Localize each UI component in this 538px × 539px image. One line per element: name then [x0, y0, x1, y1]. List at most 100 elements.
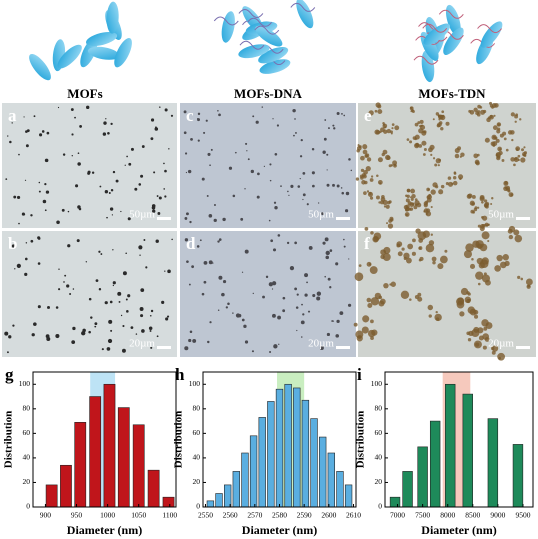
- particle: [343, 245, 346, 248]
- particle-cluster: [405, 194, 408, 197]
- particle-cluster: [366, 261, 372, 267]
- particle: [323, 137, 327, 141]
- particle: [210, 148, 213, 151]
- particle: [272, 248, 277, 252]
- particle-cluster: [421, 140, 427, 146]
- particle: [282, 309, 286, 313]
- mof-particle: [85, 32, 118, 46]
- particle-cluster: [355, 330, 364, 339]
- particle: [110, 188, 114, 192]
- particle: [11, 244, 16, 248]
- particle: [316, 291, 322, 296]
- particle: [278, 343, 280, 345]
- particle: [117, 291, 122, 296]
- bar: [215, 493, 223, 508]
- particle-cluster: [369, 196, 374, 200]
- particle-cluster: [452, 176, 457, 180]
- particle: [245, 142, 248, 145]
- particle: [287, 190, 289, 193]
- particle: [350, 169, 353, 172]
- scale-bar: [157, 217, 171, 220]
- particle-cluster: [417, 231, 427, 241]
- particle-cluster: [357, 144, 360, 147]
- particle: [203, 280, 207, 284]
- particle: [189, 330, 193, 334]
- bar: [224, 484, 232, 508]
- particle-cluster: [371, 329, 378, 336]
- bar: [162, 496, 175, 508]
- particle: [126, 155, 128, 158]
- particle-cluster: [409, 298, 412, 301]
- particle-cluster: [415, 228, 421, 234]
- particle: [257, 172, 260, 176]
- bar: [310, 418, 318, 508]
- particle-cluster: [403, 256, 407, 261]
- particle-cluster: [380, 127, 385, 133]
- particle-cluster: [370, 319, 374, 324]
- particle: [235, 313, 241, 318]
- particle: [302, 198, 304, 201]
- particle: [324, 119, 327, 121]
- particle: [217, 110, 219, 112]
- particle-cluster: [387, 200, 391, 205]
- particle: [149, 330, 152, 332]
- particle: [33, 322, 37, 326]
- particle: [329, 249, 333, 252]
- bar: [206, 500, 215, 508]
- particle-cluster: [423, 210, 426, 213]
- panel-letter: g: [5, 365, 14, 384]
- particle: [189, 220, 192, 224]
- particle-cluster: [471, 195, 476, 199]
- particle: [44, 158, 49, 163]
- particle: [243, 324, 247, 328]
- particle-cluster: [495, 152, 502, 158]
- particle-cluster: [498, 356, 502, 360]
- bar: [89, 396, 102, 508]
- particle-cluster: [386, 222, 389, 225]
- particle-cluster: [471, 258, 474, 261]
- x-tick-label: 7500: [415, 511, 430, 520]
- particle: [154, 127, 159, 131]
- particle-cluster: [411, 202, 415, 206]
- particle: [138, 245, 143, 250]
- mof-particle: [255, 25, 283, 47]
- particle-cluster: [379, 182, 382, 185]
- y-tick-label: 100: [371, 379, 383, 388]
- particle: [69, 292, 72, 295]
- particle: [103, 121, 107, 125]
- mof-particle: [106, 1, 119, 34]
- particle: [261, 106, 264, 108]
- y-tick-label: 20: [23, 477, 31, 486]
- particle: [232, 312, 234, 314]
- particle: [326, 153, 329, 156]
- particle: [4, 331, 9, 336]
- particle: [304, 273, 309, 278]
- bar: [389, 496, 401, 508]
- panel-letter: a: [8, 106, 17, 125]
- particle-cluster: [430, 189, 436, 195]
- particle: [184, 152, 188, 155]
- particle: [126, 310, 129, 313]
- particle: [265, 275, 269, 279]
- particle: [105, 118, 107, 120]
- particle-cluster: [417, 296, 423, 302]
- particle-cluster: [374, 109, 378, 113]
- particle-cluster: [494, 136, 498, 140]
- dna-strand: [213, 16, 239, 26]
- particle: [151, 204, 156, 208]
- particle: [70, 108, 74, 111]
- x-tick-label: 7000: [390, 511, 405, 520]
- particle-cluster: [423, 203, 428, 208]
- dna-strand: [239, 40, 265, 50]
- bar: [232, 471, 240, 508]
- particle: [191, 265, 195, 269]
- particle-cluster: [502, 254, 509, 261]
- particle-cluster: [370, 175, 374, 178]
- particle: [203, 260, 208, 265]
- particle-cluster: [475, 271, 484, 280]
- particle: [241, 271, 244, 273]
- x-tick-label: 2580: [272, 511, 287, 520]
- particle: [272, 118, 274, 120]
- particle: [336, 319, 340, 324]
